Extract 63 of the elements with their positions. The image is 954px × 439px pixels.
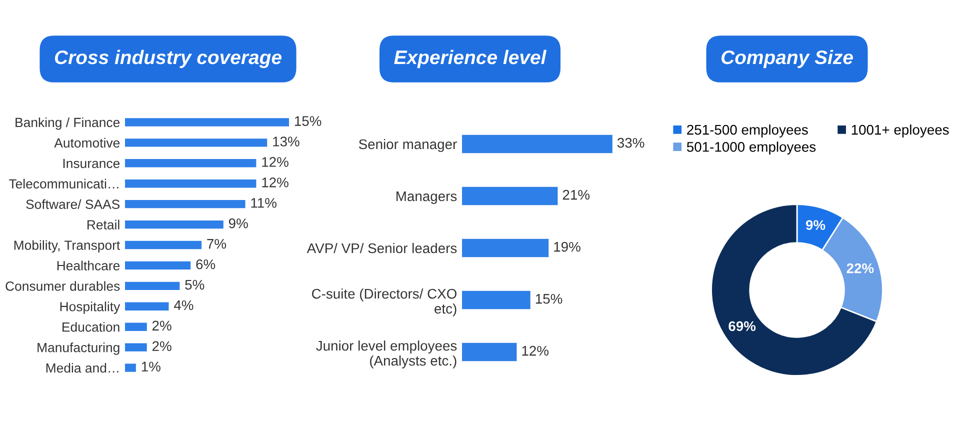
bar — [125, 220, 224, 229]
data-label: 19% — [554, 242, 580, 252]
y-tick-label: Retail — [87, 220, 120, 230]
data-label: 11% — [251, 198, 276, 208]
bar — [125, 322, 147, 331]
chart-title: Experience level — [394, 50, 547, 68]
data-label: 15% — [294, 116, 322, 126]
y-tick-label: Managers — [396, 191, 457, 204]
y-tick-label: Healthcare — [57, 260, 120, 270]
data-label: 5% — [185, 280, 204, 290]
bar — [462, 238, 549, 258]
data-label: 9% — [228, 218, 248, 228]
data-label: 1% — [142, 362, 160, 372]
y-tick-label: Telecommunicati… — [8, 178, 118, 189]
bar — [125, 159, 256, 168]
chart-title: Company Size — [722, 50, 853, 68]
data-label: 4% — [174, 300, 194, 310]
data-label: 21% — [562, 190, 590, 200]
bar — [462, 186, 558, 206]
y-tick-label: Media and… — [46, 362, 118, 373]
y-tick-label: Insurance — [63, 158, 120, 168]
data-label: 6% — [196, 259, 216, 270]
y-tick-label: Junior level employees (Analysts etc.) — [316, 340, 457, 368]
bar — [125, 364, 136, 372]
data-label: 9% — [806, 220, 826, 230]
bar — [462, 342, 517, 362]
legend-label: 1001+ eployees — [852, 124, 949, 138]
y-tick-label: Banking / Finance — [16, 117, 120, 130]
data-label: 15% — [536, 294, 562, 304]
y-tick-label: Software/ SAAS — [26, 199, 120, 209]
data-label: 2% — [152, 320, 172, 331]
bar — [125, 138, 268, 147]
y-tick-label: Manufacturing — [38, 342, 120, 355]
bar — [462, 134, 612, 154]
legend-label: 251-500 employees — [687, 124, 808, 138]
bar — [125, 282, 180, 290]
data-label: 2% — [152, 341, 172, 351]
bar — [125, 240, 202, 250]
y-tick-label: Senior manager — [358, 138, 457, 152]
legend-label: 501-1000 employees — [686, 142, 816, 155]
y-tick-label: Education — [62, 322, 120, 332]
data-label: 22% — [846, 263, 874, 274]
data-label: 7% — [207, 238, 226, 249]
data-label: 12% — [522, 346, 549, 356]
bar — [125, 200, 246, 208]
y-tick-label: Consumer durables — [6, 281, 120, 291]
bar — [125, 118, 289, 126]
data-label: 33% — [617, 138, 644, 148]
bar — [125, 343, 147, 352]
y-tick-label: Automotive — [54, 138, 120, 148]
y-tick-label: C-suite (Directors/ CXO etc) — [312, 288, 456, 316]
data-label: 13% — [273, 136, 300, 146]
y-tick-label: AVP/ VP/ Senior leaders — [306, 242, 457, 254]
y-tick-label: Hospitality — [60, 302, 120, 314]
data-label: 12% — [262, 157, 288, 167]
bar — [125, 261, 191, 270]
data-label: 12% — [262, 178, 288, 188]
chart-title: Cross industry coverage — [54, 50, 282, 68]
bar — [462, 290, 530, 310]
bar — [125, 302, 169, 310]
data-label: 69% — [728, 321, 756, 332]
bar — [125, 180, 256, 188]
y-tick-label: Mobility, Transport — [14, 240, 120, 253]
